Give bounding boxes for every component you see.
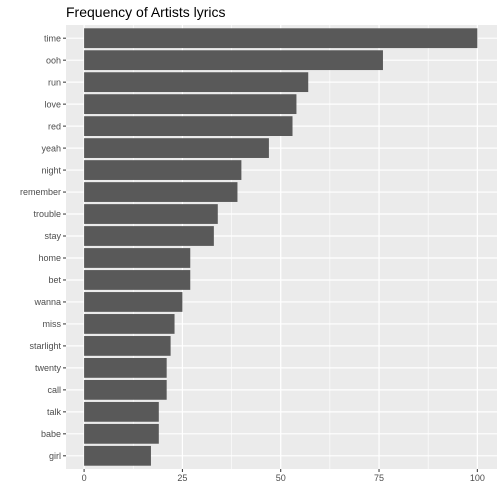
bar-night bbox=[84, 160, 242, 180]
y-tick-label: wanna bbox=[33, 297, 61, 307]
bar-call bbox=[84, 379, 167, 400]
y-tick-label: bet bbox=[48, 275, 61, 285]
y-tick-label: time bbox=[44, 33, 61, 43]
bar-yeah bbox=[84, 138, 269, 158]
x-tick-label: 75 bbox=[374, 473, 384, 483]
bars bbox=[84, 28, 478, 466]
bar-trouble bbox=[84, 204, 218, 224]
bar-twenty bbox=[84, 358, 167, 378]
bar-stay bbox=[84, 226, 214, 246]
chart-title: Frequency of Artists lyrics bbox=[66, 4, 226, 20]
x-tick-label: 50 bbox=[276, 473, 286, 483]
bar-girl bbox=[84, 445, 151, 466]
bar-starlight bbox=[84, 336, 171, 356]
bar-bet bbox=[84, 270, 191, 290]
bar-home bbox=[84, 248, 191, 268]
y-tick-label: stay bbox=[44, 231, 61, 241]
bar-love bbox=[84, 94, 297, 115]
y-tick-label: miss bbox=[43, 319, 62, 329]
bar-red bbox=[84, 116, 293, 136]
y-tick-label: girl bbox=[49, 451, 61, 461]
bar-remember bbox=[84, 182, 238, 202]
y-tick-label: call bbox=[47, 385, 61, 395]
y-tick-label: run bbox=[48, 77, 61, 87]
y-tick-label: trouble bbox=[33, 209, 61, 219]
x-tick-label: 100 bbox=[470, 473, 485, 483]
bar-ooh bbox=[84, 50, 383, 71]
y-tick-label: remember bbox=[20, 187, 61, 197]
y-tick-label: love bbox=[44, 99, 61, 109]
x-tick-label: 25 bbox=[177, 473, 187, 483]
bar-run bbox=[84, 72, 309, 93]
bar-babe bbox=[84, 423, 159, 444]
bar-wanna bbox=[84, 292, 183, 312]
y-tick-label: twenty bbox=[35, 363, 62, 373]
bar-time bbox=[84, 28, 478, 49]
y-tick-label: babe bbox=[41, 429, 61, 439]
bar-miss bbox=[84, 314, 175, 334]
y-tick-label: talk bbox=[47, 407, 62, 417]
bar-talk bbox=[84, 401, 159, 422]
y-tick-label: starlight bbox=[29, 341, 61, 351]
y-tick-label: red bbox=[48, 121, 61, 131]
y-tick-label: night bbox=[41, 165, 61, 175]
y-tick-label: yeah bbox=[41, 143, 61, 153]
y-tick-label: ooh bbox=[46, 55, 61, 65]
y-axis: time ooh run love red yeah night remember troubl… bbox=[20, 33, 66, 461]
x-tick-label: 0 bbox=[82, 473, 87, 483]
y-tick-label: home bbox=[38, 253, 61, 263]
x-axis: 0 25 50 75 100 bbox=[82, 469, 485, 483]
